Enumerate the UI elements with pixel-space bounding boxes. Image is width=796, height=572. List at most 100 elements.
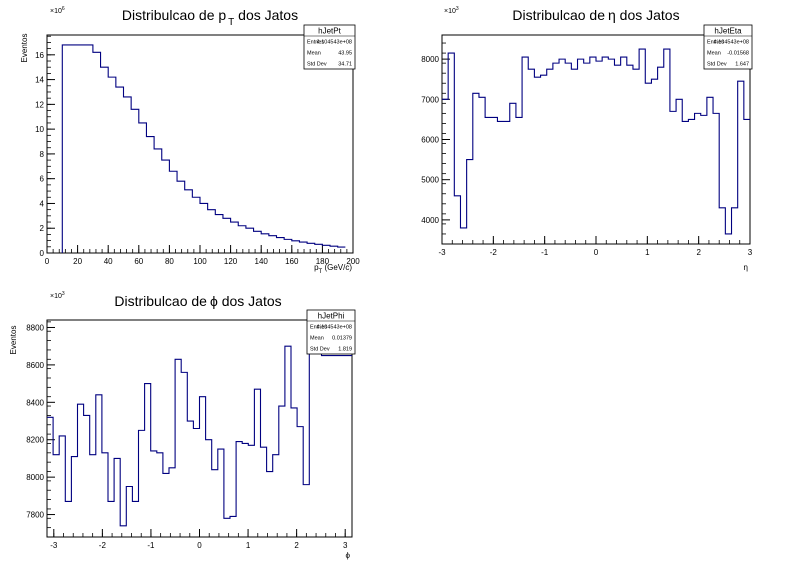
x-tick-label: 160 xyxy=(285,257,299,266)
y-tick-label: 7000 xyxy=(421,95,439,104)
y-tick-label: 8000 xyxy=(26,473,44,482)
x-tick-label: 1 xyxy=(246,541,251,550)
x-tick-label: 60 xyxy=(134,257,143,266)
y-tick-label: 4 xyxy=(40,199,45,208)
y-tick-label: 10 xyxy=(35,125,44,134)
histogram-line xyxy=(442,48,750,235)
x-tick-label: 100 xyxy=(193,257,207,266)
stats-key: Entries xyxy=(310,325,327,331)
plot-title-symbol: ϕ xyxy=(210,293,218,309)
y-tick-label: 14 xyxy=(35,76,44,85)
multiplier-base: ×10 xyxy=(50,293,62,300)
stats-value: 4.104543e+08 xyxy=(317,325,352,331)
x-tick-label: 3 xyxy=(343,541,348,550)
stats-histogram-name: hJetPhi xyxy=(318,312,345,321)
x-tick-label: 20 xyxy=(73,257,82,266)
x-tick-label: 180 xyxy=(316,257,330,266)
y-tick-label: 16 xyxy=(35,51,44,60)
y-tick-label: 7800 xyxy=(26,511,44,520)
x-tick-label: 140 xyxy=(255,257,269,266)
x-tick-label: 0 xyxy=(197,541,202,550)
y-tick-label: 8 xyxy=(40,150,45,159)
stats-value: -0.01568 xyxy=(727,51,749,57)
y-tick-label: 8800 xyxy=(26,323,44,332)
multiplier-base: ×10 xyxy=(444,8,456,15)
x-tick-label: 0 xyxy=(45,257,50,266)
stats-key: Mean xyxy=(307,51,321,57)
stats-value: 1.819 xyxy=(338,347,352,353)
x-axis-label: η xyxy=(744,263,748,272)
y-axis-label: Eventos xyxy=(20,34,29,63)
y-tick-label: 6 xyxy=(40,175,45,184)
plot-title-prefix: Distribulcao de xyxy=(114,293,207,309)
histogram-panel-2: Distribulcao de η dos Jatos 4000 5000 6000 70… xyxy=(421,6,753,272)
multiplier-base: ×10 xyxy=(50,8,62,15)
y-tick-label: 8600 xyxy=(26,361,44,370)
stats-key: Mean xyxy=(707,51,721,57)
histogram-line xyxy=(61,44,346,253)
multiplier-exponent: 3 xyxy=(456,6,459,12)
x-tick-label: 1 xyxy=(645,248,650,257)
x-tick-label: 120 xyxy=(224,257,238,266)
stats-key: Entries xyxy=(307,40,324,46)
stats-key: Std Dev xyxy=(307,62,327,68)
x-tick-label: -2 xyxy=(490,248,498,257)
x-tick-label: 80 xyxy=(165,257,174,266)
x-axis-label: ϕ xyxy=(346,551,351,560)
stats-box-frame xyxy=(703,24,753,70)
histogram-panel-3: Distribulcao de ϕ dos Jatos78008000820084… xyxy=(9,291,356,560)
y-axis-label: Eventos xyxy=(9,326,18,355)
plot-title-suffix: dos Jatos xyxy=(234,7,298,23)
plot-title-suffix: dos Jatos xyxy=(616,7,680,23)
y-axis-multiplier: ×103 xyxy=(50,291,65,300)
x-tick-label: -2 xyxy=(99,541,107,550)
stats-key: Mean xyxy=(310,336,324,342)
plot-title: Distribulcao de ϕ dos Jatos xyxy=(114,293,281,309)
multiplier-exponent: 3 xyxy=(62,291,65,297)
y-tick-label: 5000 xyxy=(421,176,439,185)
y-tick-label: 6000 xyxy=(421,136,439,145)
x-axis-label-main: η xyxy=(744,263,748,272)
x-axis-label-main: p xyxy=(314,263,319,272)
x-tick-label: -3 xyxy=(438,248,446,257)
stats-value: 43.95 xyxy=(338,51,352,57)
y-tick-label: 8200 xyxy=(26,436,44,445)
x-axis-label-main: ϕ xyxy=(346,551,351,560)
x-tick-label: 2 xyxy=(294,541,299,550)
stats-key: Entries xyxy=(707,40,724,46)
y-axis-multiplier: ×103 xyxy=(444,6,459,15)
y-tick-label: 4000 xyxy=(421,216,439,225)
stats-value: 34.71 xyxy=(338,62,352,68)
y-tick-label: 8400 xyxy=(26,398,44,407)
x-axis-label-unit: (GeV/c) xyxy=(322,263,352,272)
stats-key: Std Dev xyxy=(707,62,727,68)
plot-title-prefix: Distribulcao de p xyxy=(122,7,226,23)
x-axis-label: pT (GeV/c) xyxy=(314,263,352,275)
plot-title-suffix: dos Jatos xyxy=(218,293,282,309)
x-tick-label: 2 xyxy=(696,248,701,257)
x-tick-label: 3 xyxy=(748,248,753,257)
stats-box-frame xyxy=(303,24,356,70)
histogram-line xyxy=(47,343,352,527)
stats-value: 0.01379 xyxy=(332,336,352,342)
x-tick-label: -3 xyxy=(50,541,58,550)
stats-value: 4.104543e+08 xyxy=(317,40,352,46)
plot-title-prefix: Distribulcao de xyxy=(512,7,605,23)
y-tick-label: 0 xyxy=(40,249,45,258)
stats-box-frame xyxy=(306,309,356,355)
y-tick-label: 12 xyxy=(35,100,44,109)
stats-key: Std Dev xyxy=(310,347,330,353)
x-tick-label: -1 xyxy=(147,541,155,550)
stats-histogram-name: hJetPt xyxy=(318,27,341,36)
y-tick-label: 8000 xyxy=(421,55,439,64)
multiplier-exponent: 6 xyxy=(62,6,65,12)
y-axis-multiplier: ×106 xyxy=(50,6,65,15)
stats-histogram-name: hJetEta xyxy=(714,27,742,36)
stats-value: 4.104543e+08 xyxy=(714,40,749,46)
